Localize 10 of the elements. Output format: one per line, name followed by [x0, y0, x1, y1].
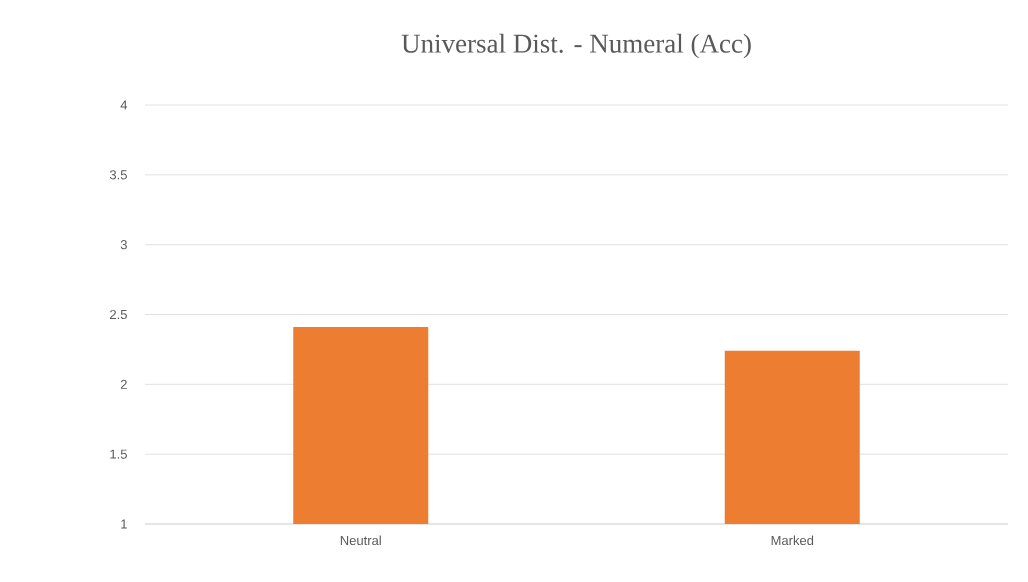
y-tick-label: 4: [120, 100, 128, 110]
x-tick-label: Neutral: [340, 535, 381, 546]
chart-title: Universal Dist. - Numeral (Acc): [401, 33, 751, 59]
y-tick-label: 2: [120, 379, 127, 389]
y-tick-label: 1: [121, 519, 127, 529]
y-tick-label: 3: [120, 240, 127, 250]
y-tick-label: 2.5: [110, 309, 127, 320]
x-tick-label: Marked: [771, 535, 814, 546]
y-tick-label: 3.5: [109, 170, 127, 180]
y-tick-label: 1.5: [110, 449, 127, 459]
